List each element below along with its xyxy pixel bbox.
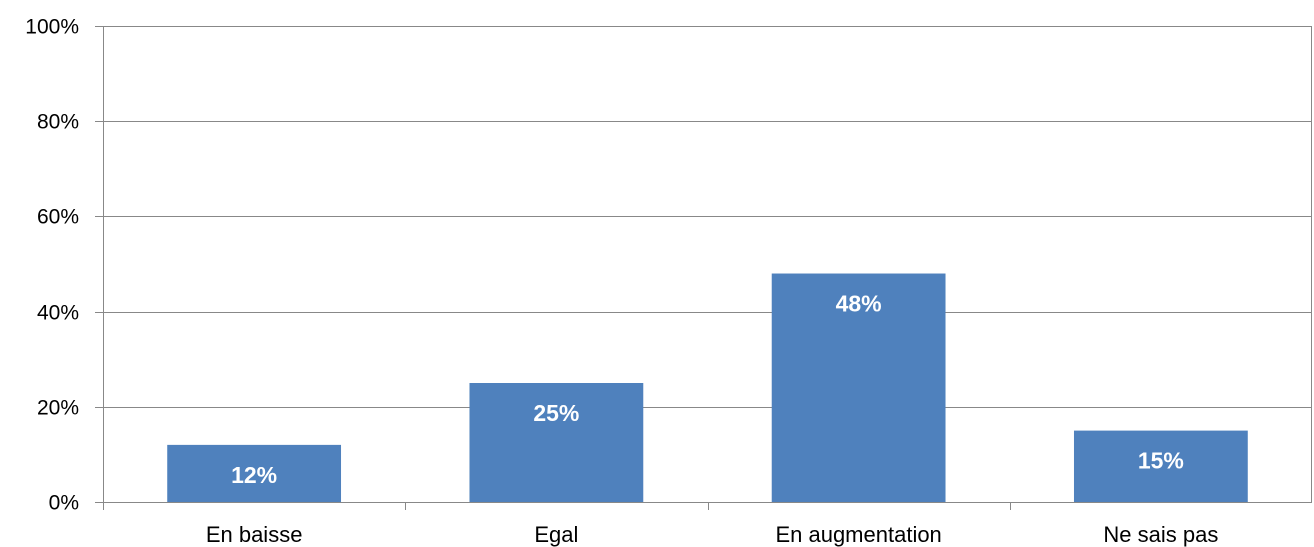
y-tick-label-80: 80% <box>37 111 79 134</box>
y-axis-ticks: 0% 20% 40% 60% 80% 100% <box>25 16 79 515</box>
y-tick-label-60: 60% <box>37 206 79 229</box>
data-labels: 12% 25% 48% 15% <box>231 291 1184 488</box>
y-tick-label-40: 40% <box>37 302 79 325</box>
x-tick-label-2: En augmentation <box>775 522 941 547</box>
y-tick-label-0: 0% <box>49 492 79 515</box>
x-tick-label-3: Ne sais pas <box>1103 522 1218 547</box>
bars-layer <box>167 273 1248 502</box>
grid-layer <box>95 26 1312 510</box>
bar-0 <box>167 444 342 502</box>
bar-1 <box>469 383 644 502</box>
data-label-2: 48% <box>836 291 882 317</box>
bar-3 <box>1073 430 1248 502</box>
y-tick-label-100: 100% <box>25 16 79 39</box>
x-tick-label-1: Egal <box>534 522 578 547</box>
data-label-1: 25% <box>533 400 579 426</box>
x-axis-ticks: En baisse Egal En augmentation Ne sais pas <box>206 522 1219 547</box>
data-label-3: 15% <box>1138 448 1184 474</box>
data-label-0: 12% <box>231 462 277 488</box>
x-tick-label-0: En baisse <box>206 522 303 547</box>
bar-2 <box>771 273 946 502</box>
y-tick-label-20: 20% <box>37 397 79 420</box>
